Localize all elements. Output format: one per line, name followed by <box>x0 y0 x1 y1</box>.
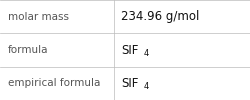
Text: 234.96 g/mol: 234.96 g/mol <box>121 10 200 23</box>
Text: 4: 4 <box>144 49 149 58</box>
Text: formula: formula <box>8 45 48 55</box>
Text: molar mass: molar mass <box>8 12 68 22</box>
Text: empirical formula: empirical formula <box>8 78 100 88</box>
Text: SIF: SIF <box>121 44 138 56</box>
Text: SIF: SIF <box>121 77 138 90</box>
Text: 4: 4 <box>144 82 149 91</box>
